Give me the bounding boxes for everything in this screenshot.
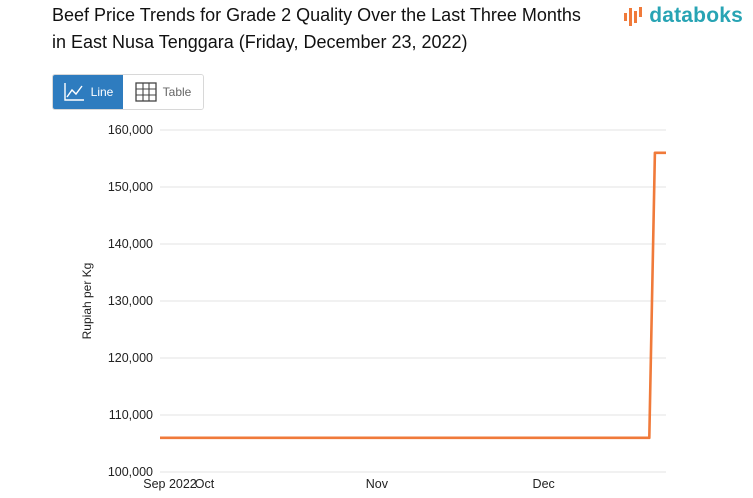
line-view-button[interactable]: Line: [53, 75, 123, 109]
bar-signal-icon: [624, 7, 643, 26]
x-tick-label: Sep 2022: [143, 477, 197, 491]
table-view-button[interactable]: Table: [123, 75, 203, 109]
x-tick-label: Dec: [533, 477, 555, 491]
line-chart-icon: [63, 83, 84, 101]
y-tick-label: 150,000: [108, 180, 153, 194]
y-tick-label: 160,000: [108, 123, 153, 137]
y-tick-label: 110,000: [109, 408, 153, 422]
table-view-label: Table: [162, 85, 192, 99]
series-line: [160, 151, 666, 440]
brand-name: databoks: [649, 4, 743, 27]
line-view-label: Line: [90, 85, 114, 99]
x-tick-label: Nov: [366, 477, 389, 491]
y-axis-label: Rupiah per Kg: [80, 263, 94, 340]
y-tick-label: 100,000: [108, 465, 153, 479]
grid-lines: [160, 129, 666, 473]
y-tick-label: 130,000: [108, 294, 153, 308]
table-grid-icon: [135, 82, 157, 102]
y-axis-ticks: 100,000 110,000 120,000 130,000 140,000 150,0…: [108, 123, 153, 479]
view-toggle: Line Table: [52, 74, 204, 110]
brand-logo[interactable]: databoks: [623, 4, 743, 28]
chart-title: Beef Price Trends for Grade 2 Quality Ov…: [52, 5, 581, 52]
y-tick-label: 140,000: [108, 237, 153, 251]
y-tick-label: 120,000: [108, 351, 153, 365]
series-layer: [160, 151, 666, 440]
x-tick-label: Oct: [195, 477, 215, 491]
